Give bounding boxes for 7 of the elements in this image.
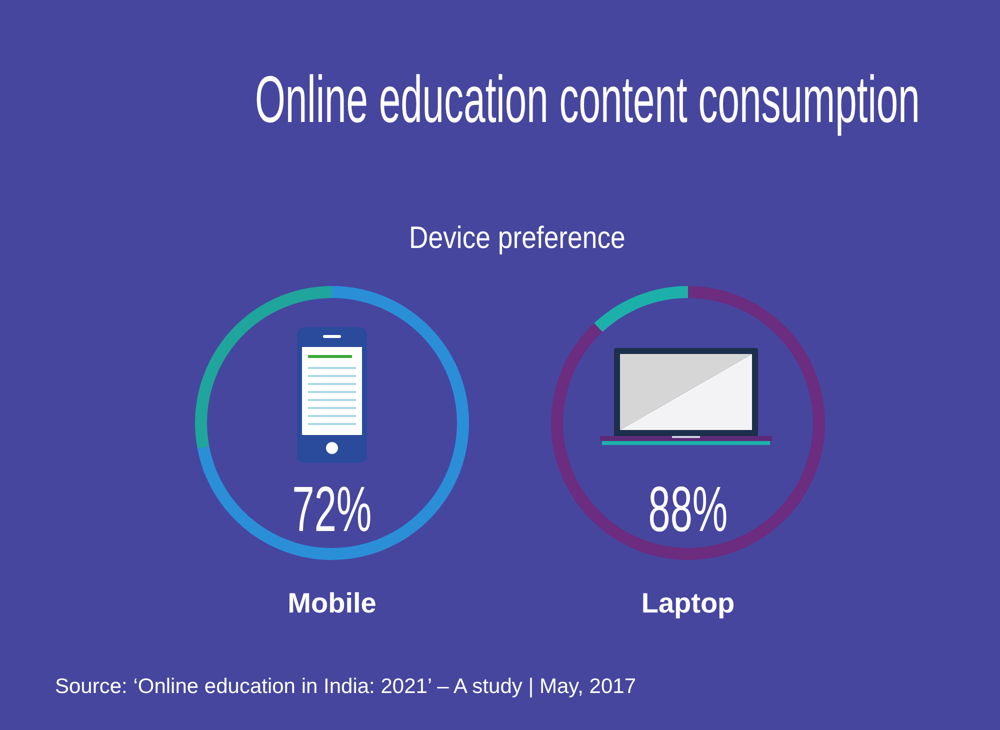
chart-title: Online education content consumption: [255, 62, 920, 136]
data-label: 88%: [648, 474, 728, 546]
slice-label: Mobile: [288, 588, 376, 618]
slice-label: Laptop: [641, 588, 735, 618]
source-note: Source: ‘Online education in India: 2021’ – A study | May, 2017: [55, 675, 636, 698]
data-label: 72%: [292, 474, 372, 546]
chart-subtitle: Device preference: [408, 220, 625, 255]
